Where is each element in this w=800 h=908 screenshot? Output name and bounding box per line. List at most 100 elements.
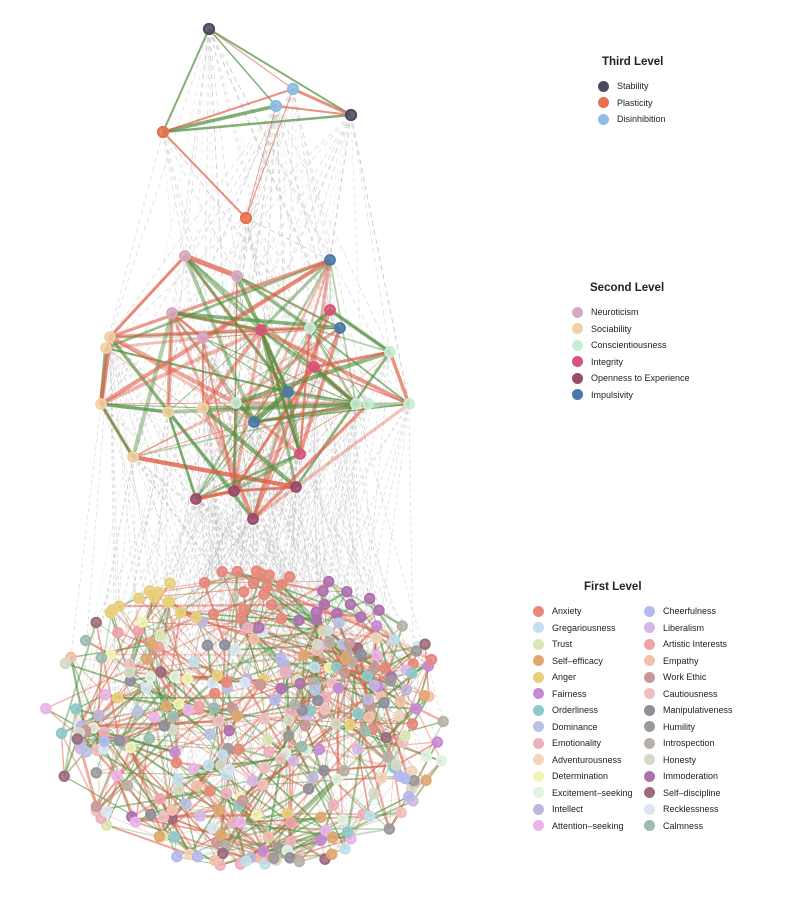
network-edge xyxy=(233,452,301,493)
network-edge xyxy=(385,695,430,739)
network-edge xyxy=(208,28,255,423)
legend-item: Intellect xyxy=(533,801,644,818)
network-edge xyxy=(343,715,400,771)
network-node xyxy=(204,785,216,797)
network-node xyxy=(212,715,225,728)
network-edge xyxy=(109,336,204,339)
legend-item: Manipulativeness xyxy=(644,702,755,719)
network-node xyxy=(228,485,240,497)
network-edge xyxy=(177,748,320,780)
network-node xyxy=(173,783,185,796)
legend-item: Plasticity xyxy=(598,95,728,112)
network-node xyxy=(341,585,353,598)
legend-swatch xyxy=(533,605,544,617)
network-node xyxy=(112,692,124,704)
network-node xyxy=(217,847,229,860)
network-edge xyxy=(208,28,352,116)
legend-swatch xyxy=(572,306,583,318)
network-node xyxy=(240,855,252,867)
network-node xyxy=(100,342,112,354)
network-node xyxy=(258,588,270,600)
network-node xyxy=(123,666,136,678)
network-edge xyxy=(132,366,315,458)
network-node xyxy=(100,806,113,818)
network-edge xyxy=(178,774,227,780)
network-edge xyxy=(262,590,324,633)
network-edge xyxy=(96,790,211,812)
network-node xyxy=(319,703,331,716)
network-node xyxy=(314,834,327,847)
network-node xyxy=(384,675,397,687)
legend-label: Calmness xyxy=(663,820,704,831)
network-edge xyxy=(323,658,346,771)
network-edge xyxy=(228,327,311,731)
network-node xyxy=(425,653,438,666)
network-node xyxy=(352,743,364,755)
network-edge xyxy=(162,131,237,404)
network-edge xyxy=(245,217,357,405)
network-edge xyxy=(78,710,138,726)
legend-label: Excitement–seeking xyxy=(552,787,633,798)
network-edge xyxy=(178,788,220,811)
legend-label: Plasticity xyxy=(617,97,653,108)
network-edge xyxy=(350,661,360,714)
network-edge xyxy=(184,105,277,257)
network-edge xyxy=(278,486,297,849)
network-node xyxy=(304,322,316,334)
network-edge xyxy=(298,327,312,455)
network-edge xyxy=(195,498,403,627)
network-edge xyxy=(202,275,238,409)
network-node xyxy=(239,211,253,225)
network-edge xyxy=(171,312,237,404)
network-node xyxy=(371,620,383,632)
network-node xyxy=(375,772,388,784)
network-edge xyxy=(195,391,289,500)
network-edge xyxy=(138,597,228,688)
legend-label: Work Ethic xyxy=(663,672,707,683)
network-graph xyxy=(40,22,449,871)
network-node xyxy=(93,709,105,722)
network-edge xyxy=(260,618,282,685)
network-edge xyxy=(95,411,169,773)
legend-swatch xyxy=(533,688,544,700)
network-edge xyxy=(271,604,340,624)
network-edge xyxy=(316,403,357,645)
network-edge xyxy=(201,328,263,410)
network-node xyxy=(191,850,204,863)
network-node xyxy=(79,634,92,647)
network-node xyxy=(400,683,413,696)
legend-swatch xyxy=(572,389,583,401)
network-edge xyxy=(100,402,169,414)
network-node xyxy=(112,626,124,639)
legend-swatch xyxy=(644,622,655,634)
network-edge xyxy=(338,351,391,624)
network-edge xyxy=(189,840,321,855)
network-edge xyxy=(236,274,341,330)
network-node xyxy=(286,82,300,96)
network-edge xyxy=(304,725,335,806)
network-edge xyxy=(184,253,238,279)
network-edge xyxy=(171,88,294,314)
network-node xyxy=(261,734,274,746)
network-edge xyxy=(167,88,294,413)
network-edge xyxy=(201,406,298,489)
network-edge xyxy=(350,114,410,405)
network-node xyxy=(275,612,288,625)
network-node xyxy=(155,666,167,678)
network-node xyxy=(368,788,380,800)
network-edge xyxy=(233,114,352,492)
network-edge xyxy=(309,327,391,353)
network-edge xyxy=(323,698,369,715)
network-edge xyxy=(253,403,357,423)
network-edge xyxy=(63,28,210,777)
legend-item: Excitement–seeking xyxy=(533,785,644,802)
network-edge xyxy=(213,593,265,615)
network-node xyxy=(247,513,259,525)
network-node xyxy=(331,773,344,785)
legend-label: Intellect xyxy=(552,804,584,815)
network-node xyxy=(223,763,235,775)
network-node xyxy=(223,724,235,737)
network-edge xyxy=(163,641,213,684)
network-edge xyxy=(260,114,352,331)
network-edge xyxy=(150,790,211,816)
